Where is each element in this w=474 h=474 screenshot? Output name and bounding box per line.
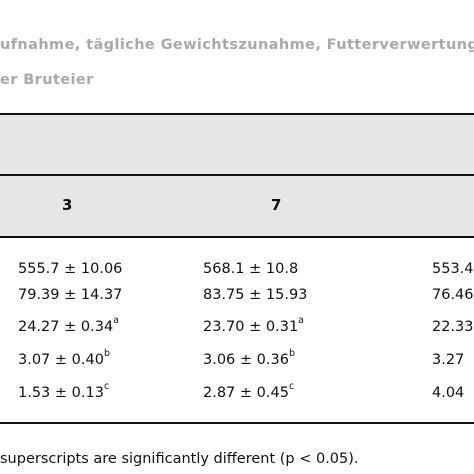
- table-cell: 79.39 ± 14.37: [18, 287, 123, 303]
- table-cell: 76.46: [432, 287, 474, 303]
- table-footnote: superscripts are significantly different…: [0, 451, 359, 467]
- significance-superscript: a: [298, 315, 304, 327]
- significance-superscript: c: [288, 381, 295, 393]
- table-cell: 2.87 ± 0.45c: [203, 381, 295, 401]
- significance-superscript: b: [288, 348, 295, 360]
- table-cell: 568.1 ± 10.8: [203, 261, 299, 277]
- table-cell: 24.27 ± 0.34a: [18, 315, 119, 335]
- table-top-rule: [0, 113, 474, 115]
- table-caption-line-2: er Bruteier: [0, 72, 94, 88]
- column-header-7: 7: [271, 196, 282, 214]
- table-cell: 3.06 ± 0.36b: [203, 348, 295, 368]
- header-bottom-rule: [0, 236, 474, 238]
- table-cell: 1.53 ± 0.13c: [18, 381, 110, 401]
- table-cell: 555.7 ± 10.06: [18, 261, 123, 277]
- table-cell: 23.70 ± 0.31a: [203, 315, 304, 335]
- table-cell: 83.75 ± 15.93: [203, 287, 308, 303]
- significance-superscript: b: [103, 348, 110, 360]
- table-caption-line-1: ufnahme, tägliche Gewichtszunahme, Futte…: [0, 37, 474, 53]
- header-band-lower: [0, 176, 474, 236]
- column-header-3: 3: [62, 196, 73, 214]
- table-cell: 4.04: [432, 385, 465, 401]
- table-cell: 3.27: [432, 352, 465, 368]
- significance-superscript: c: [103, 381, 110, 393]
- header-divider-rule: [0, 174, 474, 176]
- table-cell: 553.4: [432, 261, 474, 277]
- table-cell: 22.33: [432, 319, 474, 335]
- significance-superscript: a: [113, 315, 119, 327]
- table-cell: 3.07 ± 0.40b: [18, 348, 110, 368]
- header-band-upper: [0, 115, 474, 174]
- table-bottom-rule: [0, 422, 474, 424]
